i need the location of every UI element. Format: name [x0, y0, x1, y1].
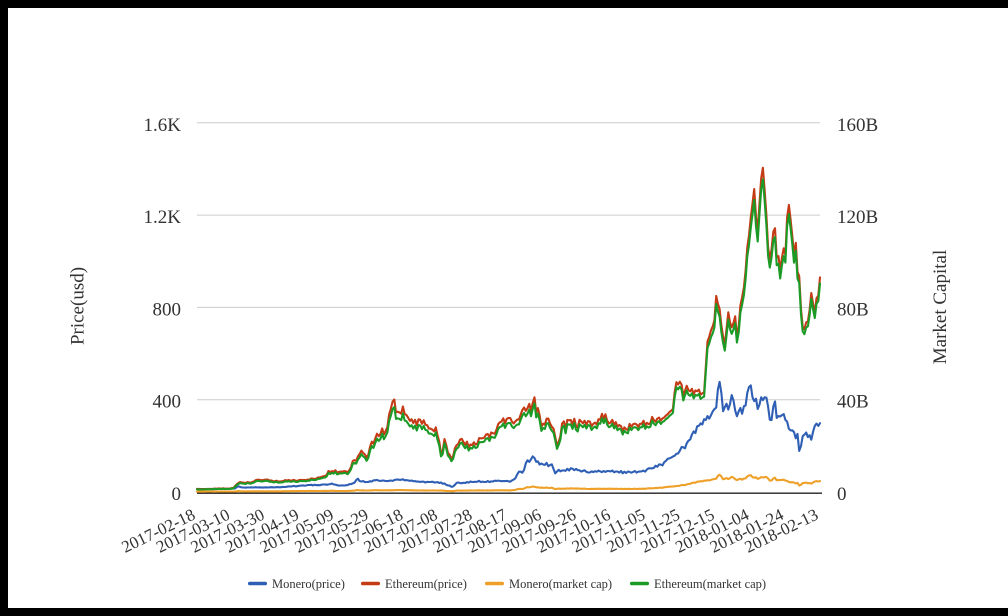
- svg-text:1.6K: 1.6K: [144, 115, 182, 136]
- svg-text:80B: 80B: [837, 299, 869, 320]
- svg-text:120B: 120B: [837, 207, 878, 228]
- svg-text:160B: 160B: [837, 115, 878, 136]
- svg-text:1.2K: 1.2K: [144, 207, 182, 228]
- svg-text:0: 0: [837, 484, 847, 505]
- svg-text:Monero(market cap): Monero(market cap): [509, 577, 612, 591]
- svg-text:Ethereum(market cap): Ethereum(market cap): [654, 577, 766, 591]
- svg-text:800: 800: [153, 299, 182, 320]
- svg-text:400: 400: [153, 392, 182, 413]
- svg-text:40B: 40B: [837, 392, 869, 413]
- svg-text:Market Capital: Market Capital: [930, 250, 951, 365]
- svg-text:Ethereum(price): Ethereum(price): [385, 577, 467, 591]
- svg-text:Price(usd): Price(usd): [68, 267, 89, 345]
- svg-text:Monero(price): Monero(price): [272, 577, 345, 591]
- svg-text:0: 0: [172, 484, 182, 505]
